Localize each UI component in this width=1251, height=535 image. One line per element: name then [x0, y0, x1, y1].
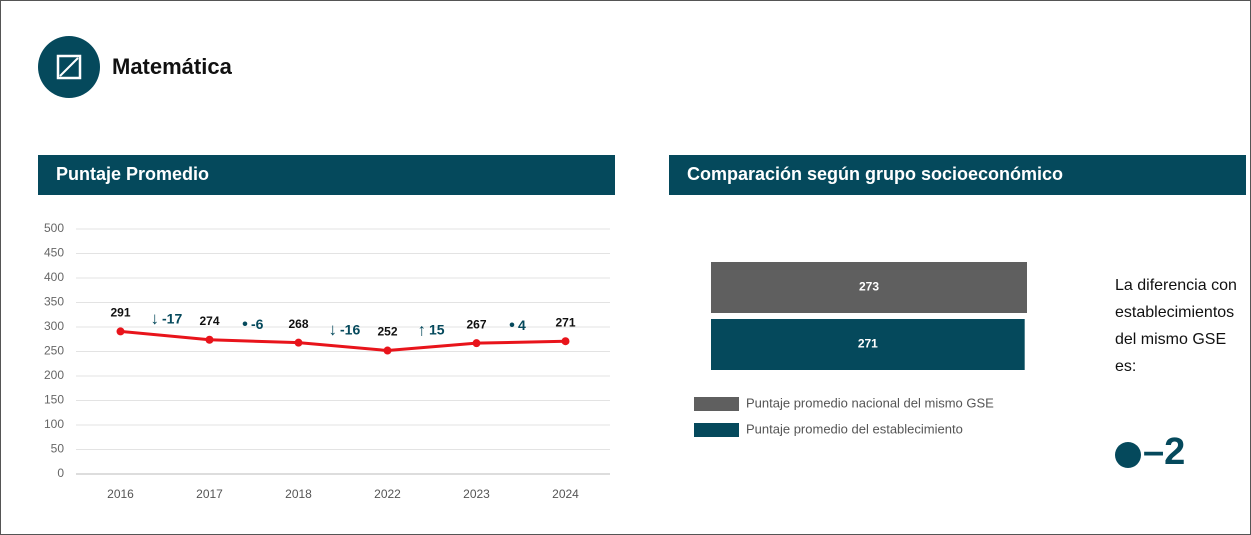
legend-swatch — [694, 397, 739, 411]
data-label: 271 — [555, 315, 575, 329]
change-value: -16 — [340, 321, 360, 337]
panel-header — [38, 155, 615, 195]
point — [561, 337, 570, 346]
difference-note: La diferencia con establecimientos del m… — [1115, 277, 1237, 375]
data-label: 267 — [466, 317, 486, 331]
change-symbol: ↑ — [418, 320, 427, 339]
y-tick-label: 450 — [44, 246, 64, 260]
change-value: 15 — [429, 322, 445, 338]
change-symbol: ↓ — [329, 320, 338, 339]
change-symbol: • — [509, 316, 515, 335]
y-tick-label: 0 — [57, 466, 64, 480]
icon-glyph — [56, 54, 82, 80]
y-tick-label: 100 — [44, 417, 64, 431]
bar-label: 273 — [859, 280, 879, 294]
panel-title: Puntaje Promedio — [56, 164, 209, 184]
y-tick-label: 50 — [51, 442, 65, 456]
y-tick-label: 500 — [44, 221, 64, 235]
data-label: 291 — [110, 306, 130, 320]
icon-glyph — [59, 57, 79, 77]
y-tick-label: 400 — [44, 270, 64, 284]
difference-icon — [1115, 442, 1141, 468]
x-tick-label: 2018 — [285, 487, 312, 501]
bar-label: 271 — [858, 337, 878, 351]
subject-title: Matemática — [112, 54, 233, 79]
y-tick-label: 250 — [44, 344, 64, 358]
data-label: 268 — [288, 317, 308, 331]
line — [120, 329, 566, 353]
point — [294, 338, 303, 347]
data-label: 274 — [199, 314, 219, 328]
bar — [711, 262, 1027, 313]
x-tick-label: 2023 — [463, 487, 490, 501]
y-tick-label: 300 — [44, 319, 64, 333]
y-tick-label: 200 — [44, 368, 64, 382]
panel-header — [669, 155, 1246, 195]
panel-title: Comparación según grupo socioeconómico — [687, 164, 1063, 184]
change-value: 4 — [518, 317, 526, 333]
legend-label: Puntaje promedio del establecimiento — [746, 421, 963, 436]
x-tick-label: 2017 — [196, 487, 223, 501]
bar — [711, 319, 1025, 370]
point — [116, 327, 125, 336]
point — [383, 346, 392, 355]
change-symbol: • — [242, 315, 248, 334]
x-tick-label: 2022 — [374, 487, 401, 501]
data-label: 252 — [377, 325, 397, 339]
legend-label: Puntaje promedio nacional del mismo GSE — [746, 395, 994, 410]
point — [472, 339, 481, 348]
change-value: -6 — [251, 316, 264, 332]
x-tick-label: 2024 — [552, 487, 579, 501]
change-value: -17 — [162, 310, 182, 326]
y-tick-label: 150 — [44, 393, 64, 407]
legend-swatch — [694, 423, 739, 437]
change-symbol: ↓ — [151, 309, 160, 328]
difference-value: –2 — [1143, 431, 1185, 473]
y-tick-label: 350 — [44, 295, 64, 309]
x-tick-label: 2016 — [107, 487, 134, 501]
point — [205, 335, 214, 344]
